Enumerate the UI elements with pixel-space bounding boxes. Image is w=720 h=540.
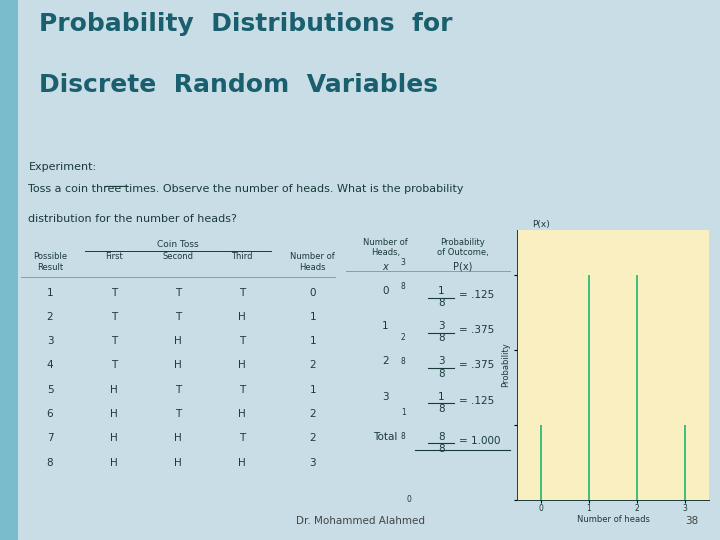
Text: T: T (239, 384, 246, 395)
Text: 8: 8 (401, 431, 405, 441)
Text: 1: 1 (382, 321, 389, 332)
Text: 1: 1 (401, 408, 405, 417)
Text: H: H (174, 433, 182, 443)
Text: 8: 8 (438, 333, 445, 343)
Text: First: First (105, 252, 123, 261)
Text: distribution for the number of heads?: distribution for the number of heads? (28, 214, 238, 225)
Text: 8: 8 (401, 357, 405, 366)
Text: Third: Third (232, 252, 253, 261)
Text: H: H (238, 458, 246, 468)
Text: H: H (110, 458, 118, 468)
Text: T: T (111, 312, 117, 322)
Text: H: H (110, 384, 118, 395)
Text: 3: 3 (382, 392, 389, 402)
Text: 0: 0 (310, 287, 316, 298)
Y-axis label: Probability: Probability (501, 342, 510, 387)
Text: Possible
Result: Possible Result (33, 252, 67, 272)
Text: Probability  Distributions  for: Probability Distributions for (39, 12, 453, 36)
Text: 2: 2 (382, 356, 389, 367)
Text: x: x (382, 262, 388, 272)
Text: P(x): P(x) (532, 220, 550, 229)
Text: T: T (111, 336, 117, 346)
Text: 8: 8 (438, 404, 445, 414)
Bar (684, 424, 686, 500)
Text: Experiment:: Experiment: (28, 162, 96, 172)
Text: 1: 1 (310, 312, 316, 322)
Text: Number of
Heads: Number of Heads (290, 252, 335, 272)
Text: 2: 2 (310, 409, 316, 419)
Text: Toss a coin three times. Observe the number of heads. What is the probability: Toss a coin three times. Observe the num… (28, 184, 464, 194)
Text: 1: 1 (310, 336, 316, 346)
Text: 8: 8 (438, 298, 445, 308)
Text: T: T (239, 433, 246, 443)
Text: Discrete  Random  Variables: Discrete Random Variables (39, 72, 438, 97)
Text: T: T (111, 287, 117, 298)
Text: T: T (175, 287, 181, 298)
Bar (588, 274, 590, 500)
Text: 7: 7 (47, 433, 53, 443)
Text: 5: 5 (47, 384, 53, 395)
Text: Total: Total (373, 432, 397, 442)
Text: 1: 1 (310, 384, 316, 395)
Text: P(x): P(x) (454, 262, 472, 272)
Text: 3: 3 (438, 321, 445, 332)
Text: T: T (175, 384, 181, 395)
Text: T: T (111, 361, 117, 370)
Text: H: H (238, 312, 246, 322)
Text: Number of
Heads,: Number of Heads, (363, 238, 408, 257)
Text: H: H (238, 361, 246, 370)
Bar (540, 424, 542, 500)
Text: 1: 1 (47, 287, 53, 298)
Text: 8: 8 (47, 458, 53, 468)
Text: H: H (110, 433, 118, 443)
Text: T: T (239, 336, 246, 346)
Text: 3: 3 (400, 258, 405, 267)
Text: 2: 2 (47, 312, 53, 322)
Text: Second: Second (163, 252, 194, 261)
Text: Dr. Mohammed Alahmed: Dr. Mohammed Alahmed (295, 516, 425, 526)
Text: 2: 2 (401, 333, 405, 342)
Text: = .375: = .375 (459, 361, 494, 370)
Text: 1: 1 (438, 392, 445, 402)
Text: 8: 8 (438, 368, 445, 379)
Text: 1: 1 (438, 286, 445, 296)
Text: T: T (239, 287, 246, 298)
X-axis label: Number of heads: Number of heads (577, 516, 649, 524)
Text: 2: 2 (310, 433, 316, 443)
Bar (0, 0, 18, 540)
Bar (636, 274, 639, 500)
Text: T: T (175, 409, 181, 419)
Text: = .125: = .125 (459, 395, 494, 406)
Text: = 1.000: = 1.000 (459, 436, 500, 446)
Text: H: H (110, 409, 118, 419)
Text: 2: 2 (310, 361, 316, 370)
Text: T: T (175, 312, 181, 322)
Text: 3: 3 (438, 356, 445, 367)
Text: Coin Toss: Coin Toss (158, 240, 199, 249)
Text: = .375: = .375 (459, 325, 494, 335)
Text: 4: 4 (47, 361, 53, 370)
Text: 8: 8 (438, 444, 445, 454)
Text: 8: 8 (438, 432, 445, 442)
Text: Probability
of Outcome,: Probability of Outcome, (437, 238, 489, 257)
Text: 3: 3 (47, 336, 53, 346)
Text: 0: 0 (406, 495, 411, 504)
Text: = .125: = .125 (459, 291, 494, 300)
Text: 38: 38 (685, 516, 698, 526)
Text: H: H (238, 409, 246, 419)
Text: H: H (174, 336, 182, 346)
Text: H: H (174, 458, 182, 468)
Text: 6: 6 (47, 409, 53, 419)
Text: 3: 3 (310, 458, 316, 468)
Text: 8: 8 (401, 282, 405, 291)
Text: 0: 0 (382, 286, 389, 296)
Text: H: H (174, 361, 182, 370)
